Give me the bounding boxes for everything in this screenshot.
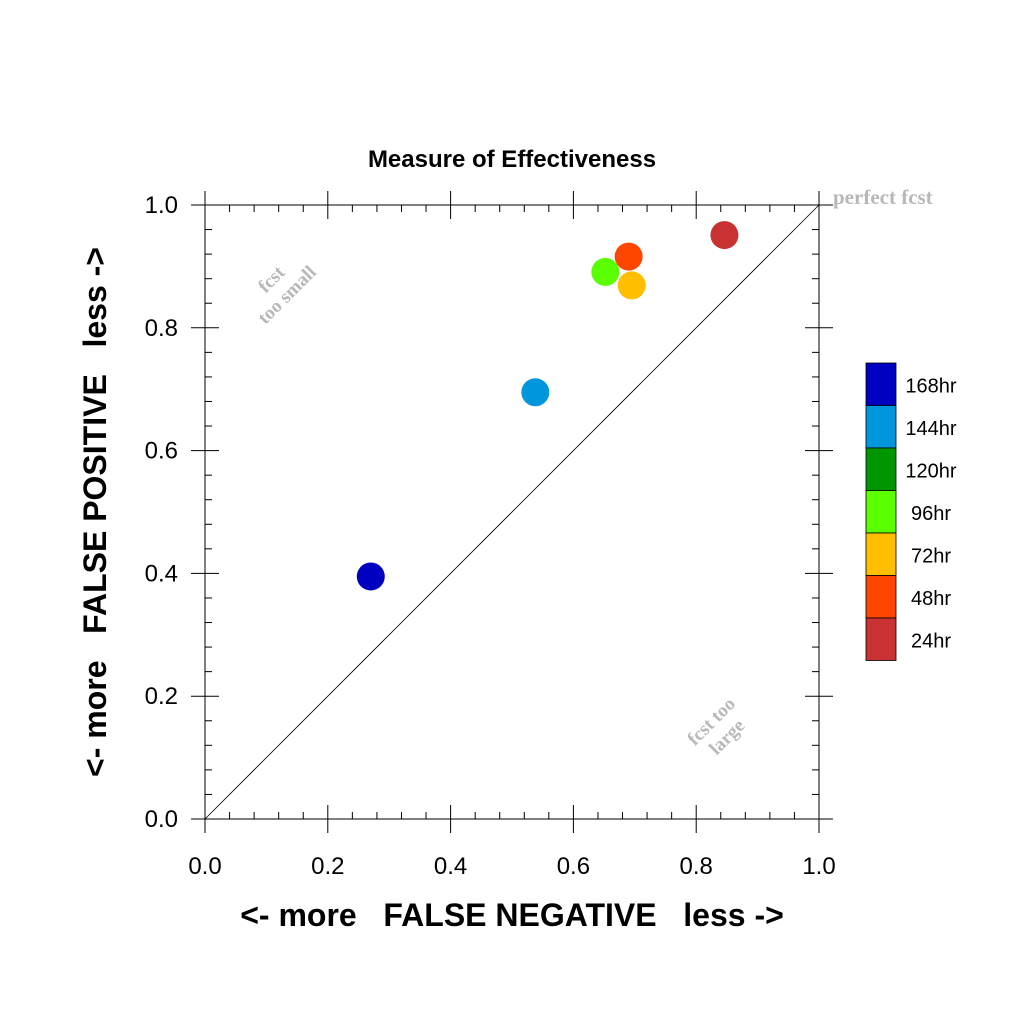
y-tick-label: 0.0	[145, 806, 178, 833]
x-tick-label: 1.0	[802, 853, 835, 880]
legend: 168hr 144hr 120hr 96hr 72hr 48hr 24hr	[865, 362, 957, 661]
legend-swatch-72hr	[865, 532, 897, 576]
point-168hr	[356, 562, 385, 591]
x-tick-label: 0.8	[680, 853, 713, 880]
legend-swatch-144hr	[865, 405, 897, 449]
point-48hr	[614, 242, 643, 271]
annotation-perfect-fcst: perfect fcst	[833, 185, 933, 209]
y-tick-label: 0.8	[145, 315, 178, 342]
y-tick-label: 0.2	[145, 683, 178, 710]
legend-swatch-120hr	[865, 447, 897, 491]
legend-label-24hr: 24hr	[911, 630, 951, 652]
tick-marks	[191, 191, 833, 833]
legend-label-48hr: 48hr	[911, 588, 951, 610]
legend-swatch-168hr	[865, 362, 897, 406]
legend-swatch-48hr	[865, 575, 897, 619]
legend-swatch-96hr	[865, 490, 897, 534]
chart-title: Measure of Effectiveness	[368, 146, 656, 173]
legend-label-168hr: 168hr	[905, 375, 956, 397]
legend-label-144hr: 144hr	[905, 418, 956, 440]
point-144hr	[521, 378, 550, 407]
plot-frame	[204, 204, 820, 820]
y-tick-label: 1.0	[145, 192, 178, 219]
perfect-forecast-diagonal	[204, 204, 820, 820]
x-tick-label: 0.6	[557, 853, 590, 880]
tick-labels: 0.0 0.2 0.4 0.6 0.8 1.0 0.0 0.2 0.4 0.6 0.8 1.0	[145, 192, 836, 880]
x-tick-label: 0.4	[434, 853, 467, 880]
legend-label-120hr: 120hr	[905, 460, 956, 482]
annotation-too-small: fcst too small	[254, 262, 321, 329]
point-72hr	[617, 271, 646, 300]
legend-label-72hr: 72hr	[911, 545, 951, 567]
annotation-too-large: fcst too large	[684, 694, 750, 760]
legend-swatch-24hr	[865, 617, 897, 661]
y-axis-label: <- more FALSE POSITIVE less ->	[77, 247, 113, 777]
y-tick-label: 0.4	[145, 560, 178, 587]
y-tick-label: 0.6	[145, 438, 178, 465]
legend-label-96hr: 96hr	[911, 503, 951, 525]
plot-axes	[204, 204, 820, 820]
data-points	[356, 221, 739, 591]
point-96hr	[591, 257, 620, 286]
x-tick-label: 0.0	[188, 853, 221, 880]
x-tick-label: 0.2	[311, 853, 344, 880]
point-24hr	[710, 221, 739, 250]
x-axis-label: <- more FALSE NEGATIVE less ->	[240, 897, 784, 933]
